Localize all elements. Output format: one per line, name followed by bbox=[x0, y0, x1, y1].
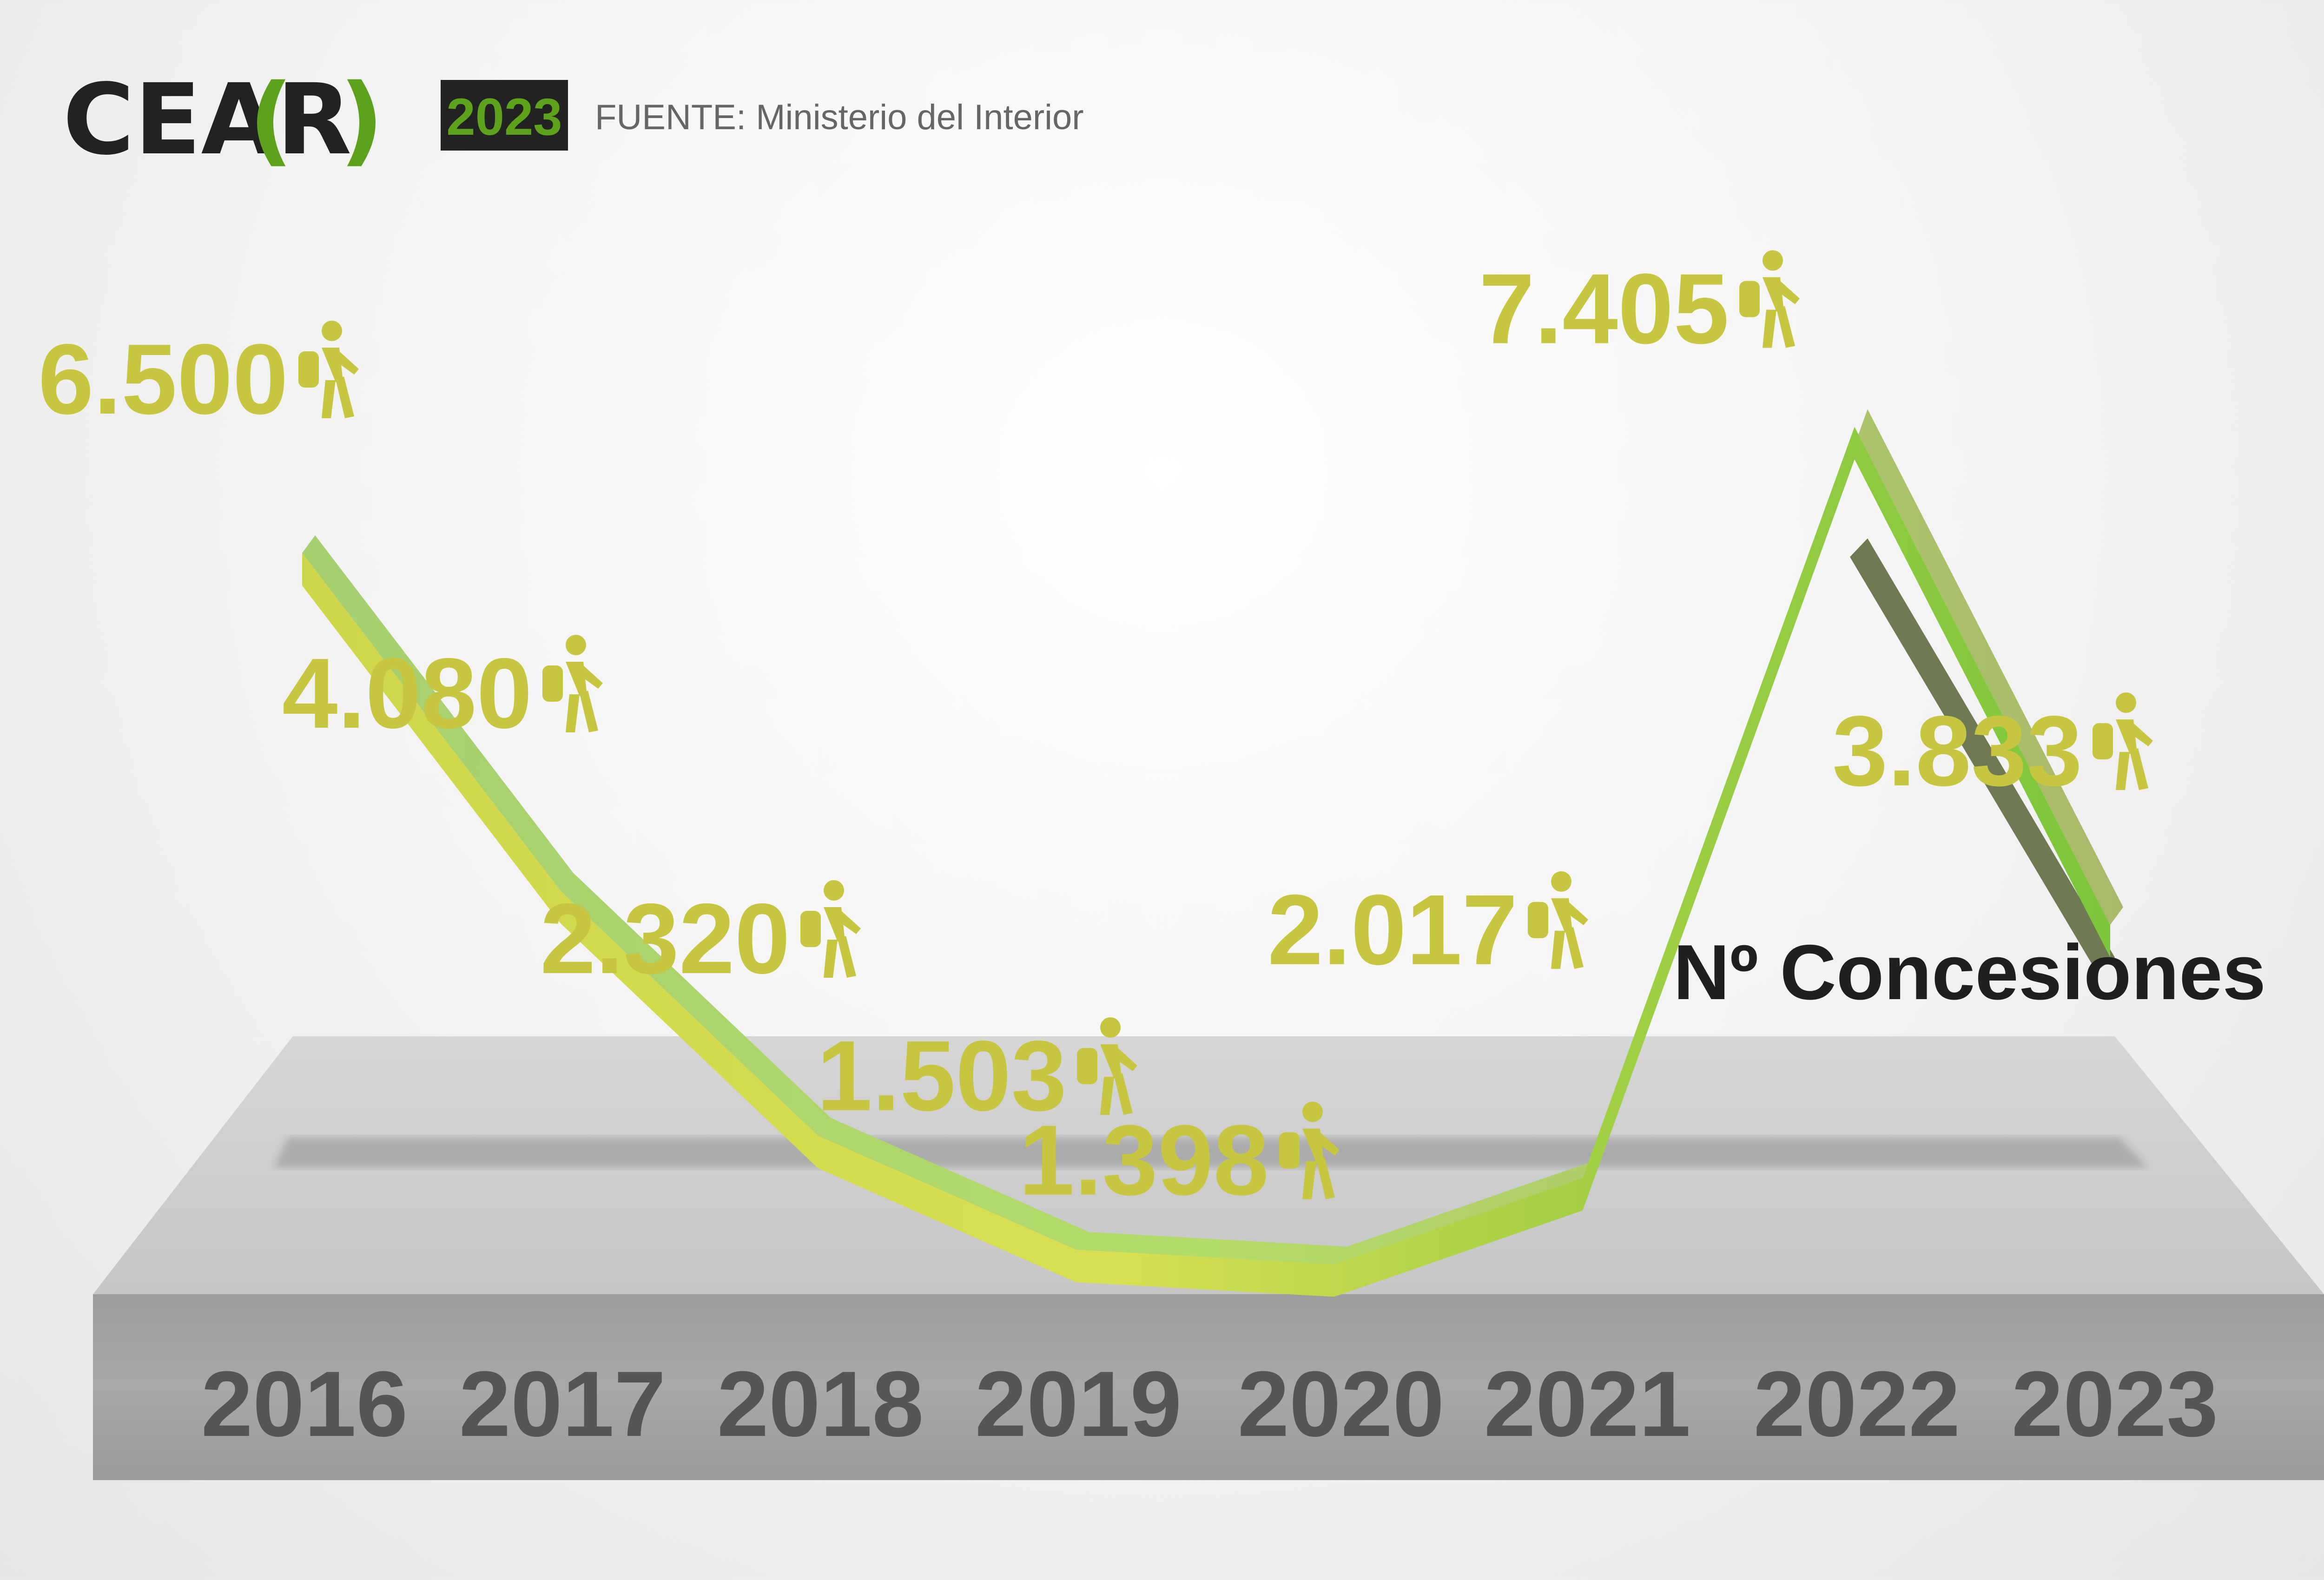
series-label: Nº Concesiones bbox=[1673, 928, 2266, 1016]
line-shadow bbox=[1850, 538, 2115, 972]
data-label-2019: 1.503 bbox=[817, 1020, 1067, 1132]
x-tick-2021: 2021 bbox=[1484, 1352, 1691, 1456]
x-tick-2023: 2023 bbox=[2012, 1352, 2218, 1456]
series-line bbox=[302, 427, 2110, 1297]
data-label-2018: 2.320 bbox=[540, 882, 790, 994]
walking-person-icon bbox=[2093, 692, 2153, 790]
walking-person-icon bbox=[1739, 250, 1800, 348]
logo-letter: R bbox=[277, 63, 352, 177]
x-tick-2018: 2018 bbox=[717, 1352, 924, 1456]
walking-person-icon bbox=[800, 880, 861, 978]
year-badge bbox=[441, 80, 568, 151]
platform-slot bbox=[274, 1138, 2147, 1167]
data-label-2023: 3.833 bbox=[1832, 695, 2082, 807]
logo: CEA ( R ) bbox=[63, 63, 384, 177]
line-bevel bbox=[302, 409, 2123, 1264]
walking-person-icon bbox=[542, 635, 603, 732]
data-label-2022: 7.405 bbox=[1479, 253, 1729, 365]
x-tick-2022: 2022 bbox=[1754, 1352, 1961, 1456]
platform-front bbox=[93, 1294, 2324, 1480]
year-badge-label: 2023 bbox=[446, 88, 562, 146]
source-note: FUENTE: Ministerio del Interior bbox=[595, 98, 1084, 137]
chart-marks: 6.500 2016 4.080 2017 2.320 2018 1.503 2019 1.39… bbox=[38, 250, 2218, 1456]
walking-person-icon bbox=[298, 321, 359, 418]
x-tick-2019: 2019 bbox=[975, 1352, 1182, 1456]
x-tick-2017: 2017 bbox=[459, 1352, 666, 1456]
data-label-2016: 6.500 bbox=[38, 323, 288, 435]
data-label-2020: 1.398 bbox=[1019, 1104, 1269, 1216]
x-tick-2016: 2016 bbox=[201, 1352, 408, 1456]
logo-bracket-close: ) bbox=[339, 63, 384, 177]
platform bbox=[93, 1036, 2324, 1480]
logo-text: CEA bbox=[63, 63, 277, 177]
x-tick-2020: 2020 bbox=[1238, 1352, 1445, 1456]
logo-bracket-open: ( bbox=[249, 63, 293, 177]
data-label-2017: 4.080 bbox=[282, 637, 532, 749]
data-label-2021: 2.017 bbox=[1268, 874, 1518, 986]
walking-person-icon bbox=[1528, 871, 1588, 969]
